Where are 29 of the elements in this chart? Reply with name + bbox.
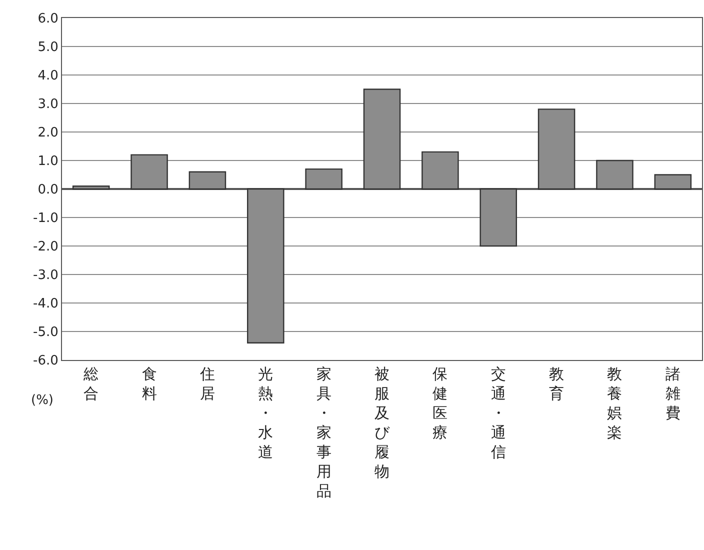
y-tick-label: 1.0 [38,154,58,170]
y-tick-label: 5.0 [38,40,58,56]
text: (%) [31,393,54,408]
x-tick-label: 諸雑費 [665,365,680,422]
y-tick-label: 6.0 [38,12,58,27]
bar [654,174,692,190]
y-tick-label: -2.0 [33,240,58,255]
y-tick-label: -1.0 [33,211,58,226]
bar [305,168,342,190]
y-tick-label: 0.0 [38,182,58,198]
x-tick-label: 総合 [82,365,99,402]
y-tick-label: -6.0 [33,354,58,369]
x-tick-label: 教養娯楽 [607,365,622,442]
y-tick-label: -4.0 [33,296,58,312]
bar [188,171,226,190]
x-tick-label: 住居 [198,365,215,402]
x-tick-label: 交通・通信 [490,365,506,461]
x-tick-label: 食料 [142,365,157,402]
bar [72,186,110,190]
y-tick-label: 4.0 [38,68,58,84]
y-tick-label: -5.0 [33,325,58,340]
y-tick-label: -3.0 [33,268,58,284]
x-tick-label: 光熱・水道 [258,365,274,461]
y-tick-label: 3.0 [38,97,58,112]
x-tick-label: 教育 [549,365,564,402]
x-tick-label: 保健医療 [432,365,448,442]
x-tick-label: 被服及び履物 [374,365,390,480]
y-tick-label: 2.0 [38,126,58,141]
x-tick-label: 家具・家事用品 [316,365,332,500]
